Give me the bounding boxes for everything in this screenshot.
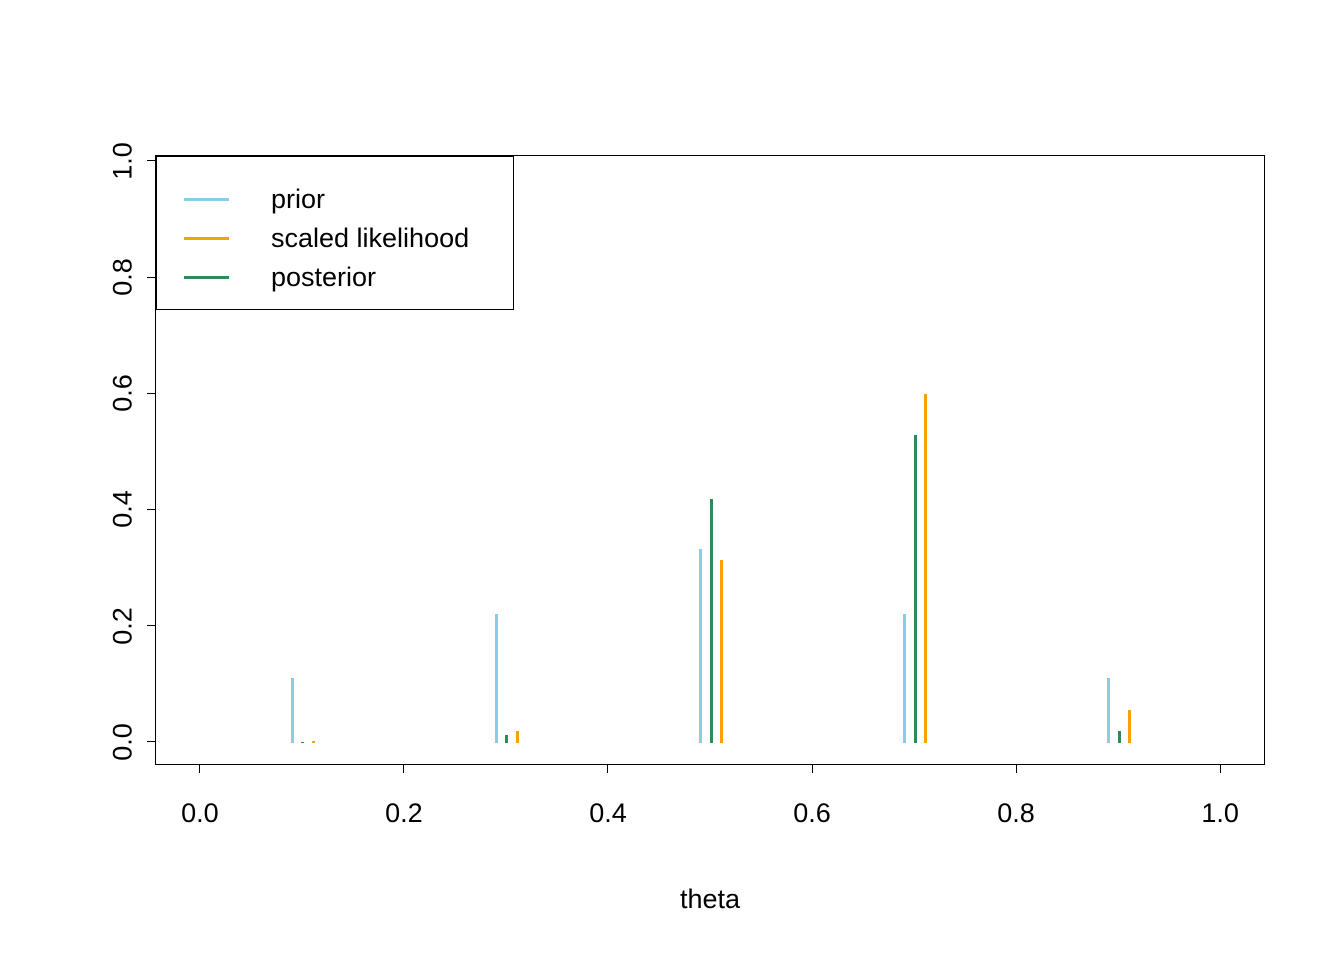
spike-scaled-likelihood [923,394,927,743]
x-tick-mark [1015,765,1017,773]
spike-posterior [913,434,917,743]
spike-posterior [301,741,305,743]
spike-prior [291,678,295,743]
spike-scaled-likelihood [515,730,519,743]
x-tick-label: 0.2 [385,798,423,828]
y-tick-label: 0.6 [107,374,138,412]
x-tick-mark [403,765,405,773]
legend-line-swatch [184,236,229,240]
spike-prior [495,613,499,743]
legend-entry-label: scaled likelihood [271,222,470,253]
y-tick-label: 0.8 [107,258,138,296]
x-tick-label: 1.0 [1201,798,1239,828]
legend-entry: prior [157,180,325,218]
x-tick-label: 0.8 [997,798,1035,828]
y-tick-label: 0.0 [107,722,138,761]
legend-entry-label: posterior [271,261,377,292]
spike-prior [903,613,907,743]
spike-scaled-likelihood [311,741,315,743]
legend-entry: posterior [157,258,376,296]
spike-posterior [1117,730,1121,743]
y-tick-mark [147,160,155,162]
legend: prior scaled likelihood posterior [156,156,514,310]
x-axis-title: theta [679,884,741,914]
plot-area [155,155,1265,765]
x-tick-mark [1219,765,1221,773]
x-tick-label: 0.0 [181,798,219,828]
y-tick-mark [147,741,155,743]
legend-line-swatch [184,197,229,201]
y-tick-label: 0.2 [107,606,138,645]
y-tick-label: 0.4 [107,490,138,529]
y-tick-mark [147,508,155,510]
x-tick-mark [199,765,201,773]
y-tick-mark [147,276,155,278]
legend-entry: scaled likelihood [157,219,469,257]
x-tick-mark [811,765,813,773]
x-tick-label: 0.4 [589,798,627,828]
spike-prior [699,549,703,743]
x-tick-label: 0.6 [793,798,831,828]
y-tick-mark [147,392,155,394]
spike-scaled-likelihood [719,559,723,743]
y-tick-mark [147,625,155,627]
spike-posterior [505,735,509,743]
spike-scaled-likelihood [1127,710,1131,743]
x-tick-mark [607,765,609,773]
y-tick-label: 1.0 [107,142,138,180]
legend-entry-label: prior [271,183,326,214]
spike-posterior [709,498,713,743]
spike-prior [1107,678,1111,743]
legend-line-swatch [184,275,229,279]
